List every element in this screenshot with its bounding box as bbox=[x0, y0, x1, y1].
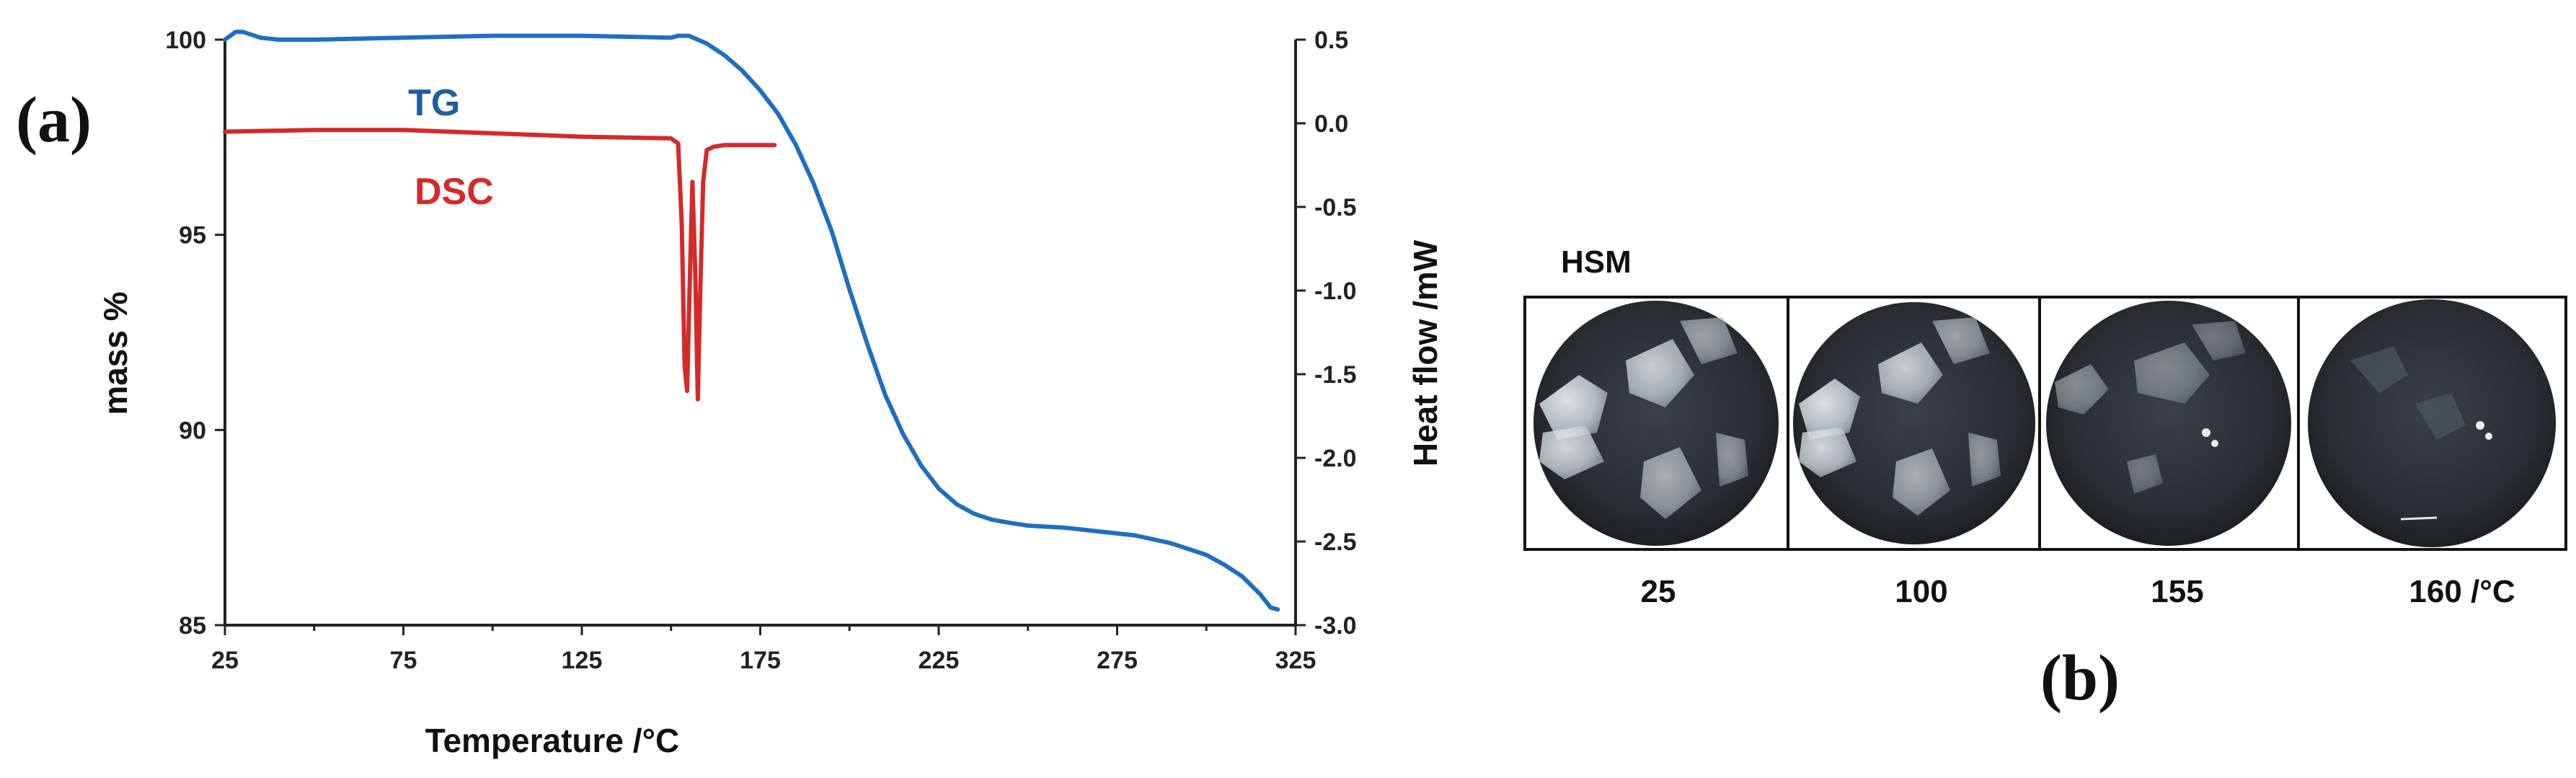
y-right-tick-label: -2.0 bbox=[1314, 445, 1357, 472]
hsm-frame-4: 160 /°C bbox=[2300, 299, 2564, 609]
y-right-tick-label: 0.5 bbox=[1314, 27, 1348, 54]
y-right-tick-label: -0.5 bbox=[1314, 194, 1357, 221]
tg-series-line bbox=[223, 30, 1280, 612]
hsm-title: HSM bbox=[1561, 244, 1632, 280]
x-tick-label: 325 bbox=[1275, 647, 1316, 674]
y-right-tick-label: 0.0 bbox=[1314, 110, 1348, 138]
hsm-image-155 bbox=[2046, 301, 2291, 546]
x-tick-label: 225 bbox=[919, 647, 960, 674]
hsm-temp-100: 100 bbox=[1895, 574, 1947, 609]
y-right-axis-title: Heat flow /mW bbox=[1407, 239, 1444, 467]
tg-dsc-plot: 25 75 125 175 225 275 325 100 95 90 85 0.5 0.0 -0.5… bbox=[97, 27, 1444, 759]
y-left-axis-title: mass % bbox=[97, 291, 134, 415]
y-left-tick-label: 100 bbox=[165, 27, 206, 54]
x-tick-label: 275 bbox=[1097, 647, 1138, 674]
hsm-frame-3: 155 bbox=[2041, 299, 2297, 609]
dsc-series-line bbox=[223, 128, 777, 402]
hsm-temp-155: 155 bbox=[2151, 574, 2203, 609]
panel-label-a: (a) bbox=[16, 84, 92, 156]
hsm-temp-160: 160 /°C bbox=[2409, 574, 2515, 609]
hsm-panel: HSM 25 100 bbox=[1523, 244, 2567, 714]
x-tick-label: 175 bbox=[740, 647, 781, 674]
hsm-frame-border bbox=[1523, 296, 2567, 551]
tg-series-label: TG bbox=[408, 82, 460, 124]
hsm-frame-1: 25 bbox=[1526, 299, 1787, 609]
x-tick-label: 125 bbox=[562, 647, 603, 674]
hsm-temp-25: 25 bbox=[1641, 574, 1676, 609]
y-right-tick-label: -1.5 bbox=[1314, 361, 1357, 389]
series-lines bbox=[223, 30, 1280, 612]
y-left-tick-label: 90 bbox=[179, 417, 206, 444]
y-right-axis-ticks: 0.5 0.0 -0.5 -1.0 -1.5 -2.0 -2.5 -3.0 bbox=[1296, 27, 1357, 640]
y-right-tick-label: -1.0 bbox=[1314, 278, 1357, 305]
y-left-axis-ticks: 100 95 90 85 bbox=[165, 27, 225, 640]
x-axis-title: Temperature /°C bbox=[425, 722, 679, 759]
y-right-tick-label: -3.0 bbox=[1314, 612, 1357, 640]
dsc-series-label: DSC bbox=[415, 171, 494, 213]
y-left-tick-label: 95 bbox=[179, 222, 206, 249]
x-tick-label: 75 bbox=[390, 647, 417, 674]
hsm-image-25 bbox=[1533, 301, 1779, 546]
y-right-tick-label: -2.5 bbox=[1314, 529, 1357, 556]
x-axis-ticks: 25 75 125 175 225 275 325 bbox=[211, 625, 1316, 674]
panel-label-b: (b) bbox=[2040, 642, 2120, 714]
y-left-tick-label: 85 bbox=[179, 612, 206, 640]
hsm-frame-2: 100 bbox=[1789, 299, 2038, 609]
x-tick-label: 25 bbox=[211, 647, 239, 674]
